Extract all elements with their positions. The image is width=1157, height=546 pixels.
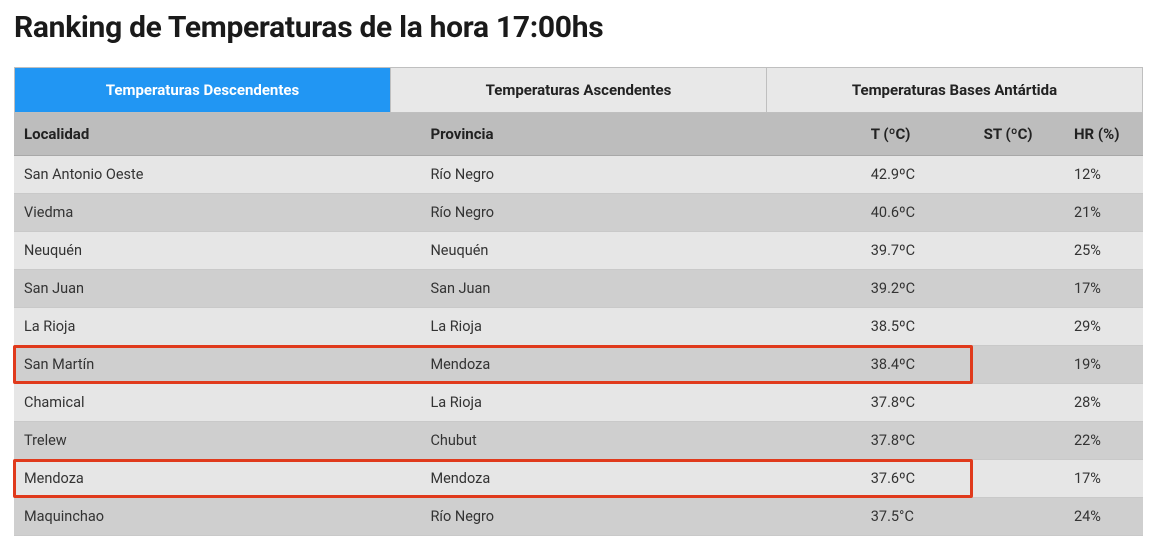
tab-2[interactable]: Temperaturas Bases Antártida [767, 68, 1142, 112]
cell-localidad: San Martín [14, 346, 420, 384]
table-row: NeuquénNeuquén39.7ºC25% [14, 232, 1143, 270]
tab-0[interactable]: Temperaturas Descendentes [15, 68, 391, 112]
cell-st [974, 194, 1064, 232]
col-header-localidad[interactable]: Localidad [14, 113, 420, 156]
cell-st [974, 308, 1064, 346]
table-row: MendozaMendoza37.6ºC17% [14, 460, 1143, 498]
cell-t: 38.4ºC [861, 346, 974, 384]
cell-hr: 29% [1064, 308, 1143, 346]
cell-provincia: Neuquén [420, 232, 860, 270]
cell-t: 39.2ºC [861, 270, 974, 308]
cell-st [974, 232, 1064, 270]
col-header-provincia[interactable]: Provincia [420, 113, 860, 156]
table-wrapper: LocalidadProvinciaT (ºC)ST (ºC)HR (%) Sa… [14, 113, 1143, 536]
cell-st [974, 270, 1064, 308]
cell-localidad: La Rioja [14, 308, 420, 346]
cell-hr: 17% [1064, 460, 1143, 498]
table-row: La RiojaLa Rioja38.5ºC29% [14, 308, 1143, 346]
cell-t: 38.5ºC [861, 308, 974, 346]
table-row: ChamicalLa Rioja37.8ºC 28% [14, 384, 1143, 422]
cell-hr: 28% [1064, 384, 1143, 422]
cell-localidad: Chamical [14, 384, 420, 422]
cell-localidad: Mendoza [14, 460, 420, 498]
col-header-st[interactable]: ST (ºC) [974, 113, 1064, 156]
table-row: ViedmaRío Negro40.6ºC 21% [14, 194, 1143, 232]
cell-localidad: San Antonio Oeste [14, 156, 420, 194]
cell-hr: 21% [1064, 194, 1143, 232]
cell-provincia: La Rioja [420, 384, 860, 422]
cell-provincia: Mendoza [420, 346, 860, 384]
cell-st [974, 384, 1064, 422]
table-row: San Antonio OesteRío Negro42.9ºC 12% [14, 156, 1143, 194]
cell-t: 39.7ºC [861, 232, 974, 270]
col-header-hr[interactable]: HR (%) [1064, 113, 1143, 156]
cell-provincia: Río Negro [420, 498, 860, 536]
cell-st [974, 498, 1064, 536]
cell-provincia: Río Negro [420, 194, 860, 232]
cell-localidad: San Juan [14, 270, 420, 308]
cell-hr: 19% [1064, 346, 1143, 384]
cell-provincia: San Juan [420, 270, 860, 308]
cell-st [974, 346, 1064, 384]
cell-hr: 24% [1064, 498, 1143, 536]
table-row: San MartínMendoza38.4ºC 19% [14, 346, 1143, 384]
cell-st [974, 422, 1064, 460]
table-body: San Antonio OesteRío Negro42.9ºC12%Viedm… [14, 156, 1143, 536]
table-row: TrelewChubut37.8ºC 22% [14, 422, 1143, 460]
cell-t: 37.5°C [861, 498, 974, 536]
cell-localidad: Viedma [14, 194, 420, 232]
cell-provincia: La Rioja [420, 308, 860, 346]
cell-t: 42.9ºC [861, 156, 974, 194]
cell-st [974, 156, 1064, 194]
cell-t: 37.6ºC [861, 460, 974, 498]
cell-provincia: Mendoza [420, 460, 860, 498]
cell-localidad: Neuquén [14, 232, 420, 270]
cell-t: 40.6ºC [861, 194, 974, 232]
table-row: MaquinchaoRío Negro37.5°C 24% [14, 498, 1143, 536]
table-header-row: LocalidadProvinciaT (ºC)ST (ºC)HR (%) [14, 113, 1143, 156]
tabs-container: Temperaturas DescendentesTemperaturas As… [14, 67, 1143, 113]
tab-1[interactable]: Temperaturas Ascendentes [391, 68, 767, 112]
cell-provincia: Chubut [420, 422, 860, 460]
cell-st [974, 460, 1064, 498]
table-row: San JuanSan Juan39.2ºC17% [14, 270, 1143, 308]
page-title: Ranking de Temperaturas de la hora 17:00… [14, 10, 1143, 45]
cell-hr: 22% [1064, 422, 1143, 460]
cell-t: 37.8ºC [861, 422, 974, 460]
cell-hr: 25% [1064, 232, 1143, 270]
col-header-t[interactable]: T (ºC) [861, 113, 974, 156]
cell-localidad: Trelew [14, 422, 420, 460]
ranking-table: LocalidadProvinciaT (ºC)ST (ºC)HR (%) Sa… [14, 113, 1143, 536]
cell-hr: 12% [1064, 156, 1143, 194]
cell-t: 37.8ºC [861, 384, 974, 422]
cell-hr: 17% [1064, 270, 1143, 308]
cell-provincia: Río Negro [420, 156, 860, 194]
cell-localidad: Maquinchao [14, 498, 420, 536]
